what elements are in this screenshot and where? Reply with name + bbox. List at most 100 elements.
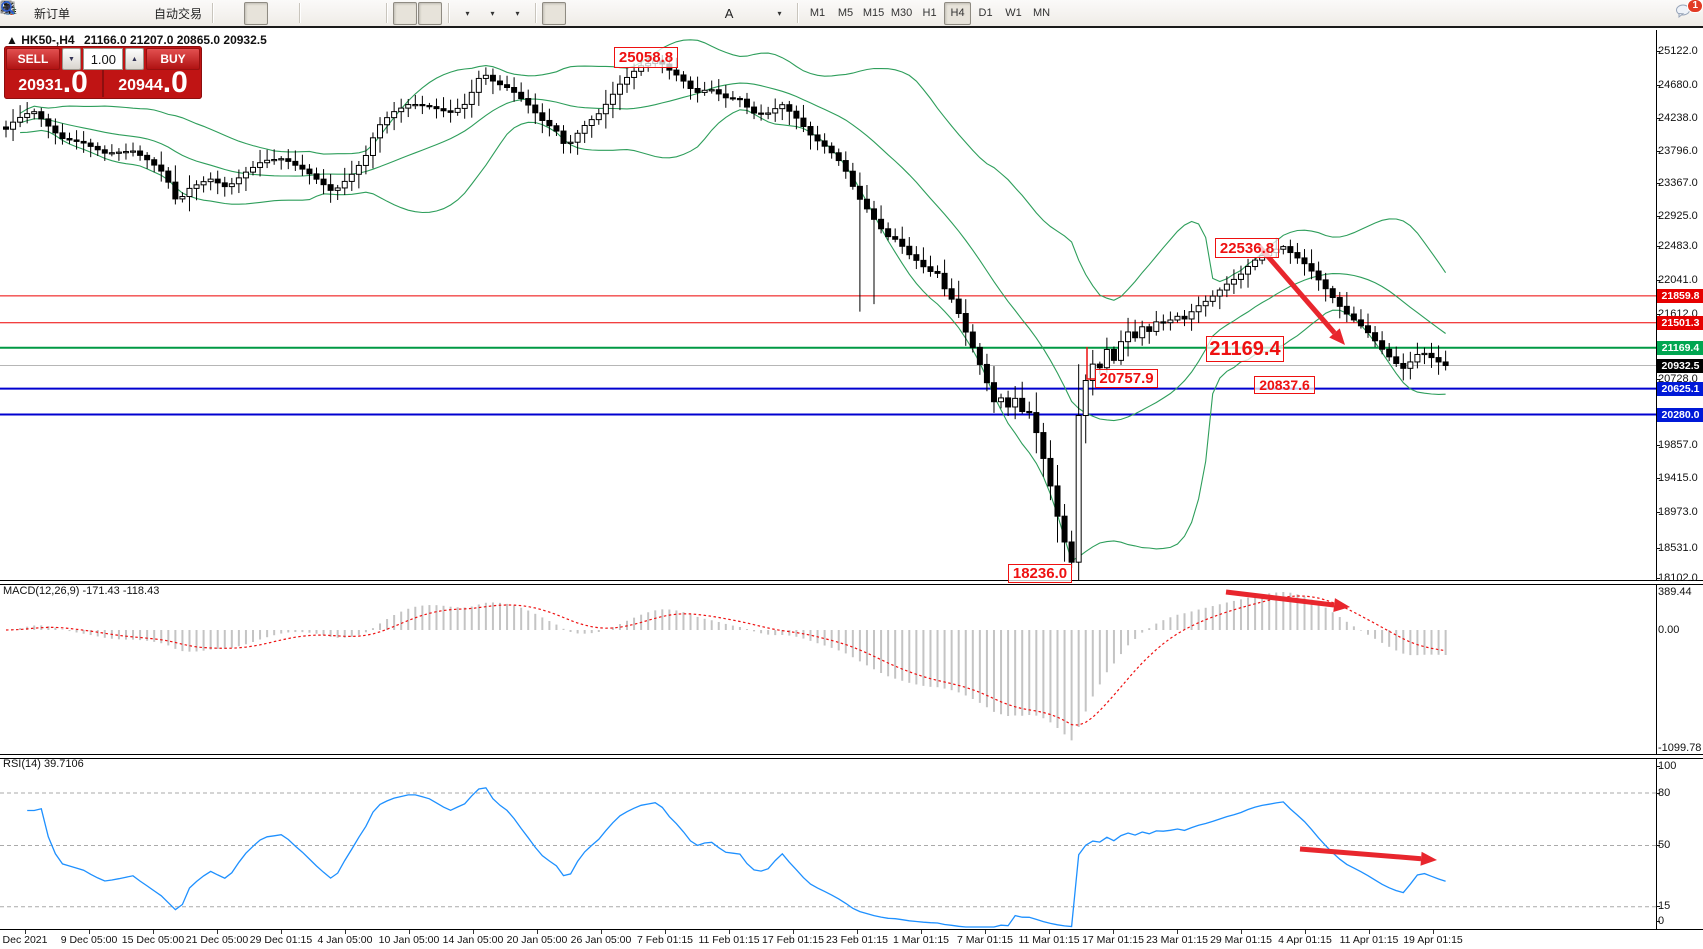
rsi-tick-label: 15 [1658, 900, 1671, 912]
time-tick-mark [921, 930, 922, 934]
timeframe-mn-button[interactable]: MN [1032, 7, 1051, 19]
time-tick-label: 7 Feb 01:15 [636, 934, 694, 946]
price-tick-mark [1656, 578, 1660, 579]
dropdown-caret: ▾ [777, 8, 782, 18]
toolbar-separator [212, 3, 214, 23]
price-callout-20757-9: 20757.9 [1095, 369, 1158, 388]
rsi-tick-mark [1656, 845, 1660, 846]
text-button[interactable]: A [717, 2, 741, 25]
macd-tick-label: -1099.78 [1658, 742, 1702, 754]
timeframe-m30-button[interactable]: M30 [890, 7, 913, 19]
rsi-tick-label: 100 [1658, 760, 1677, 772]
volume-input[interactable]: 1.00 [83, 48, 123, 70]
time-tick-mark [1433, 930, 1434, 934]
price-level-chip: 20280.0 [1657, 407, 1703, 422]
price-tick-label: 25122.0 [1658, 45, 1698, 57]
price-level-chip: 20932.5 [1657, 358, 1703, 373]
dropdown-caret: ▾ [490, 8, 495, 18]
time-tick-label: 29 Mar 01:15 [1210, 934, 1272, 946]
chart-symbol: HK50-,H4 [21, 33, 75, 47]
chart-ohlc-values: 21166.0 21207.0 20865.0 20932.5 [83, 33, 267, 47]
chart-title: ▲ HK50-,H4 21166.0 21207.0 20865.0 20932… [6, 33, 267, 47]
price-callout-20837-6: 20837.6 [1254, 376, 1315, 394]
time-tick-label: 17 Feb 01:15 [762, 934, 824, 946]
price-tick-mark [1656, 314, 1660, 315]
time-tick-mark [1177, 930, 1178, 934]
price-level-chip: 21859.8 [1657, 288, 1703, 303]
time-tick-mark [857, 930, 858, 934]
rsi-panel-splitter[interactable] [0, 754, 1703, 759]
time-tick-label: 14 Jan 05:00 [442, 934, 504, 946]
dropdown-caret: ▾ [465, 8, 470, 18]
one-click-trading-panel: SELL ▼ 1.00 ▲ BUY 20931 .0 20944 .0 [4, 46, 202, 99]
price-tick-label: 23367.0 [1658, 177, 1698, 189]
price-tick-mark [1656, 216, 1660, 217]
new-order-label: 新订单 [34, 6, 71, 21]
notifications-button[interactable]: 1 [1674, 0, 1703, 25]
time-tick-mark [1305, 930, 1306, 934]
time-tick-mark [1241, 930, 1242, 934]
time-tick-mark [89, 930, 90, 934]
buy-price[interactable]: 20944 .0 [104, 66, 202, 99]
buy-price-pip: .0 [162, 66, 188, 99]
sell-price[interactable]: 20931 .0 [4, 68, 102, 98]
scroll-group [2, 1, 445, 25]
toolbar-separator [535, 3, 537, 23]
volume-increase-button[interactable]: ▲ [125, 48, 144, 70]
price-tick-mark [1656, 246, 1660, 247]
timeframe-h4-button[interactable]: H4 [944, 1, 972, 25]
time-tick-mark [985, 930, 986, 934]
price-tick-mark [1656, 280, 1660, 281]
price-tick-label: 19415.0 [1658, 472, 1698, 484]
rsi-tick-mark [1656, 921, 1660, 922]
macd-panel-splitter[interactable] [0, 580, 1703, 585]
trend-arrows-layer [1225, 243, 1437, 866]
sell-button[interactable]: SELL [6, 48, 60, 70]
time-tick-label: 21 Dec 05:00 [185, 934, 249, 946]
time-tick-label: 7 Mar 01:15 [956, 934, 1014, 946]
toolbar-separator [448, 3, 450, 23]
price-axis-line [1656, 30, 1657, 930]
sell-price-main: 20931 [18, 77, 63, 94]
time-tick-mark [217, 930, 218, 934]
timeframe-w1-button[interactable]: W1 [1005, 7, 1022, 19]
rsi-tick-label: 0 [1658, 915, 1665, 927]
time-tick-mark [537, 930, 538, 934]
timeframe-group: M1 M5 M15 M30 H1 H4 D1 W1 MN [801, 1, 1058, 25]
rsi-layer [0, 787, 1656, 928]
price-tick-label: 22925.0 [1658, 210, 1698, 222]
price-tick-label: 24680.0 [1658, 79, 1698, 91]
price-tick-label: 23796.0 [1658, 145, 1698, 157]
search-button[interactable] [1, 1, 1673, 25]
price-tick-mark [1656, 85, 1660, 86]
time-tick-label: 23 Feb 01:15 [826, 934, 888, 946]
time-tick-label: 29 Dec 01:15 [249, 934, 313, 946]
price-callout-18236-0: 18236.0 [1008, 564, 1072, 583]
volume-decrease-button[interactable]: ▼ [62, 48, 81, 70]
chart-shift-button[interactable] [3, 1, 443, 25]
dropdown-caret: ▾ [515, 8, 520, 18]
auto-trading-label: 自动交易 [154, 6, 203, 21]
time-tick-mark [793, 930, 794, 934]
candles-layer [3, 54, 1449, 580]
time-tick-mark [601, 930, 602, 934]
toolbar-separator [299, 3, 301, 23]
timeframe-m1-button[interactable]: M1 [809, 7, 826, 19]
collapse-arrow-icon[interactable]: ▲ [6, 33, 18, 47]
price-callout-21169-4: 21169.4 [1206, 336, 1284, 362]
buy-button[interactable]: BUY [146, 48, 200, 70]
price-tick-mark [1656, 51, 1660, 52]
timeframe-m15-button[interactable]: M15 [862, 7, 885, 19]
time-tick-label: 11 Apr 01:15 [1339, 934, 1399, 946]
rsi-tick-label: 50 [1658, 839, 1671, 851]
time-tick-label: 9 Dec 05:00 [60, 934, 118, 946]
price-tick-label: 22483.0 [1658, 240, 1698, 252]
timeframe-m5-button[interactable]: M5 [837, 7, 854, 19]
timeframe-d1-button[interactable]: D1 [978, 7, 993, 19]
time-tick-label: 23 Mar 01:15 [1146, 934, 1208, 946]
timeframe-h1-button[interactable]: H1 [922, 7, 937, 19]
time-tick-mark [1369, 930, 1370, 934]
time-tick-label: 10 Jan 05:00 [378, 934, 440, 946]
